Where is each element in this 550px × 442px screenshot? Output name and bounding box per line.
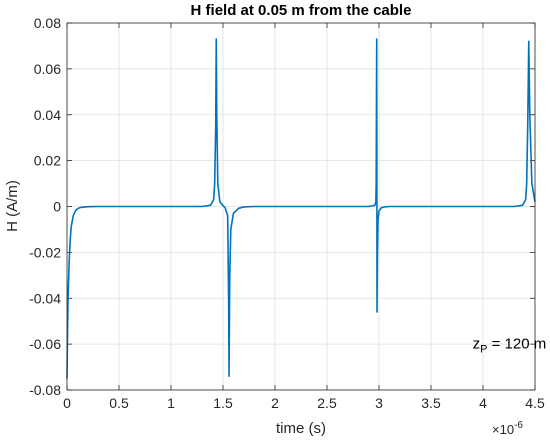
x-tick-label-2: 1 <box>167 395 175 411</box>
y-tick-label-2: -0.04 <box>29 290 61 306</box>
y-tick-label-0: -0.08 <box>29 382 61 398</box>
y-tick-label-6: 0.04 <box>34 107 61 123</box>
y-tick-label-1: -0.06 <box>29 336 61 352</box>
plot-frame <box>66 22 536 391</box>
x-tick-label-5: 2.5 <box>317 395 337 411</box>
y-tick-labels: -0.08 -0.06 -0.04 -0.02 0 0.02 0.04 0.06 0.08 <box>29 15 61 398</box>
series-line-0 <box>66 38 536 379</box>
x-tick-label-7: 3.5 <box>421 395 441 411</box>
zp-annotation-subscript: P <box>480 344 487 356</box>
y-axis-label: H (A/m) <box>4 180 21 232</box>
x-tick-label-8: 4 <box>479 395 487 411</box>
y-tick-label-5: 0.02 <box>34 153 61 169</box>
x-tick-label-1: 0.5 <box>109 395 129 411</box>
zp-annotation-rest: = 120 m <box>487 336 546 353</box>
chart-title: H field at 0.05 m from the cable <box>191 2 412 19</box>
data-layer <box>66 38 536 379</box>
zp-annotation-main: z <box>473 336 481 353</box>
x-tick-label-4: 2 <box>271 395 279 411</box>
x-tick-label-3: 1.5 <box>213 395 233 411</box>
y-tick-label-3: -0.02 <box>29 244 61 260</box>
y-tick-label-8: 0.08 <box>34 15 61 31</box>
x-tick-label-0: 0 <box>63 395 71 411</box>
y-tick-label-7: 0.06 <box>34 61 61 77</box>
x-axis-exponent-base: ×10 <box>492 422 514 437</box>
y-tick-label-4: 0 <box>53 199 61 215</box>
x-axis-exponent-power: -6 <box>514 420 523 431</box>
x-tick-label-6: 3 <box>375 395 383 411</box>
x-tick-label-9: 4.5 <box>525 395 545 411</box>
x-axis-exponent: ×10-6 <box>492 420 523 437</box>
zp-annotation: zP = 120 m <box>473 336 547 356</box>
x-tick-labels: 0 0.5 1 1.5 2 2.5 3 3.5 4 4.5 <box>63 395 545 411</box>
x-axis-label: time (s) <box>276 420 326 437</box>
